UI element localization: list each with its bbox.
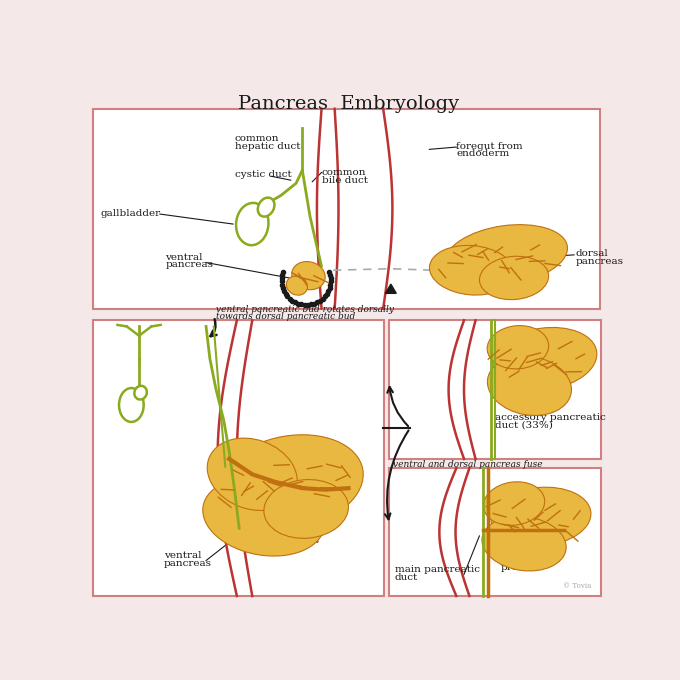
Text: ventral pancreatic bud rotates dorsally: ventral pancreatic bud rotates dorsally — [216, 305, 394, 314]
Text: cystic duct: cystic duct — [235, 170, 291, 179]
Ellipse shape — [487, 326, 549, 369]
Text: common: common — [235, 134, 279, 143]
Ellipse shape — [258, 198, 275, 217]
Text: dorsal: dorsal — [271, 528, 304, 537]
Ellipse shape — [491, 487, 591, 546]
Text: uncinate: uncinate — [500, 555, 546, 564]
Ellipse shape — [207, 438, 297, 511]
Ellipse shape — [479, 256, 549, 300]
Bar — [390, 320, 601, 459]
Bar — [93, 320, 384, 596]
Text: bile duct: bile duct — [322, 175, 368, 184]
Bar — [390, 468, 601, 596]
Ellipse shape — [203, 477, 325, 556]
Text: dorsal: dorsal — [576, 250, 609, 258]
Text: main pancreatic: main pancreatic — [394, 565, 479, 574]
Bar — [93, 109, 600, 309]
Ellipse shape — [488, 356, 571, 415]
Text: common: common — [322, 168, 366, 177]
Ellipse shape — [482, 516, 566, 571]
Text: duct (33%): duct (33%) — [495, 420, 553, 429]
Text: endoderm: endoderm — [456, 150, 509, 158]
Text: towards dorsal pancreatic bud: towards dorsal pancreatic bud — [216, 312, 356, 321]
Text: ventral and dorsal pancreas fuse: ventral and dorsal pancreas fuse — [393, 460, 543, 469]
Ellipse shape — [445, 224, 568, 285]
Ellipse shape — [286, 276, 307, 295]
Text: © Tovia: © Tovia — [562, 582, 591, 590]
Polygon shape — [386, 284, 396, 293]
Text: hepatic duct: hepatic duct — [235, 141, 300, 151]
Text: process: process — [500, 563, 541, 572]
Text: accessory pancreatic: accessory pancreatic — [495, 413, 606, 422]
Ellipse shape — [292, 262, 325, 290]
Text: pancreas: pancreas — [164, 559, 211, 568]
Ellipse shape — [493, 328, 597, 390]
Ellipse shape — [135, 386, 147, 400]
Ellipse shape — [236, 203, 269, 245]
Ellipse shape — [483, 482, 545, 526]
Ellipse shape — [264, 479, 348, 539]
Text: Pancreas  Embryology: Pancreas Embryology — [238, 95, 459, 114]
Text: foregut from: foregut from — [456, 141, 523, 151]
Text: ventral: ventral — [164, 551, 201, 560]
Text: ventral: ventral — [165, 252, 203, 262]
Ellipse shape — [430, 245, 514, 295]
Text: pancreas: pancreas — [271, 536, 320, 545]
Ellipse shape — [218, 435, 363, 529]
Text: pancreas: pancreas — [165, 260, 214, 269]
Text: pancreas: pancreas — [576, 257, 624, 266]
Ellipse shape — [119, 388, 143, 422]
Text: duct: duct — [394, 573, 418, 582]
Text: gallbladder: gallbladder — [101, 209, 160, 218]
